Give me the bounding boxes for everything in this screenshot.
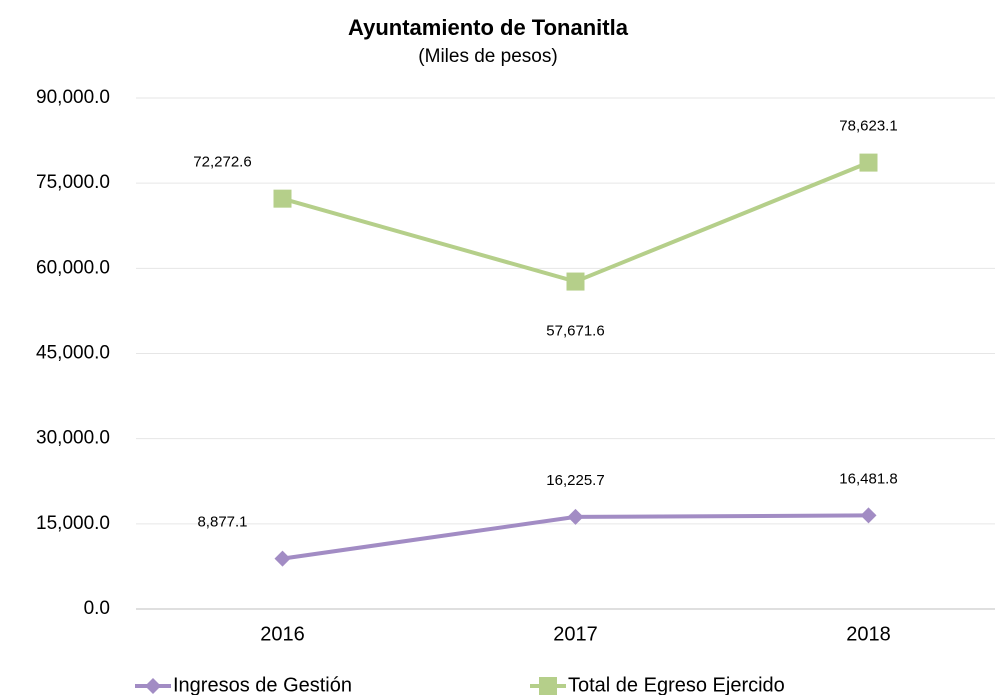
y-tick-label: 60,000.0 — [36, 257, 110, 278]
legend-marker — [145, 678, 161, 694]
chart-title: Ayuntamiento de Tonanitla — [348, 15, 629, 40]
data-label: 72,272.6 — [193, 154, 251, 171]
data-label: 16,481.8 — [839, 470, 897, 487]
y-tick-label: 75,000.0 — [36, 172, 110, 193]
data-point — [567, 508, 584, 525]
y-tick-label: 45,000.0 — [36, 343, 110, 364]
data-label: 57,671.6 — [546, 323, 604, 340]
legend-marker — [539, 677, 557, 695]
data-label: 8,877.1 — [197, 514, 247, 531]
y-tick-label: 90,000.0 — [36, 87, 110, 108]
data-label: 16,225.7 — [546, 472, 604, 489]
data-label: 78,623.1 — [839, 118, 897, 135]
series-line — [281, 160, 870, 284]
data-point — [859, 153, 878, 172]
y-tick-label: 15,000.0 — [36, 513, 110, 534]
data-point — [273, 189, 292, 208]
legend-label: Total de Egreso Ejercido — [568, 674, 785, 695]
chart-subtitle: (Miles de pesos) — [418, 46, 557, 67]
data-point — [566, 272, 585, 291]
data-point — [274, 550, 291, 567]
y-tick-label: 0.0 — [84, 598, 110, 619]
legend-label: Ingresos de Gestión — [173, 674, 352, 695]
x-tick-label: 2016 — [260, 623, 305, 645]
x-tick-label: 2017 — [553, 623, 598, 645]
y-tick-label: 30,000.0 — [36, 428, 110, 449]
data-point — [860, 507, 877, 524]
x-tick-label: 2018 — [846, 623, 891, 645]
